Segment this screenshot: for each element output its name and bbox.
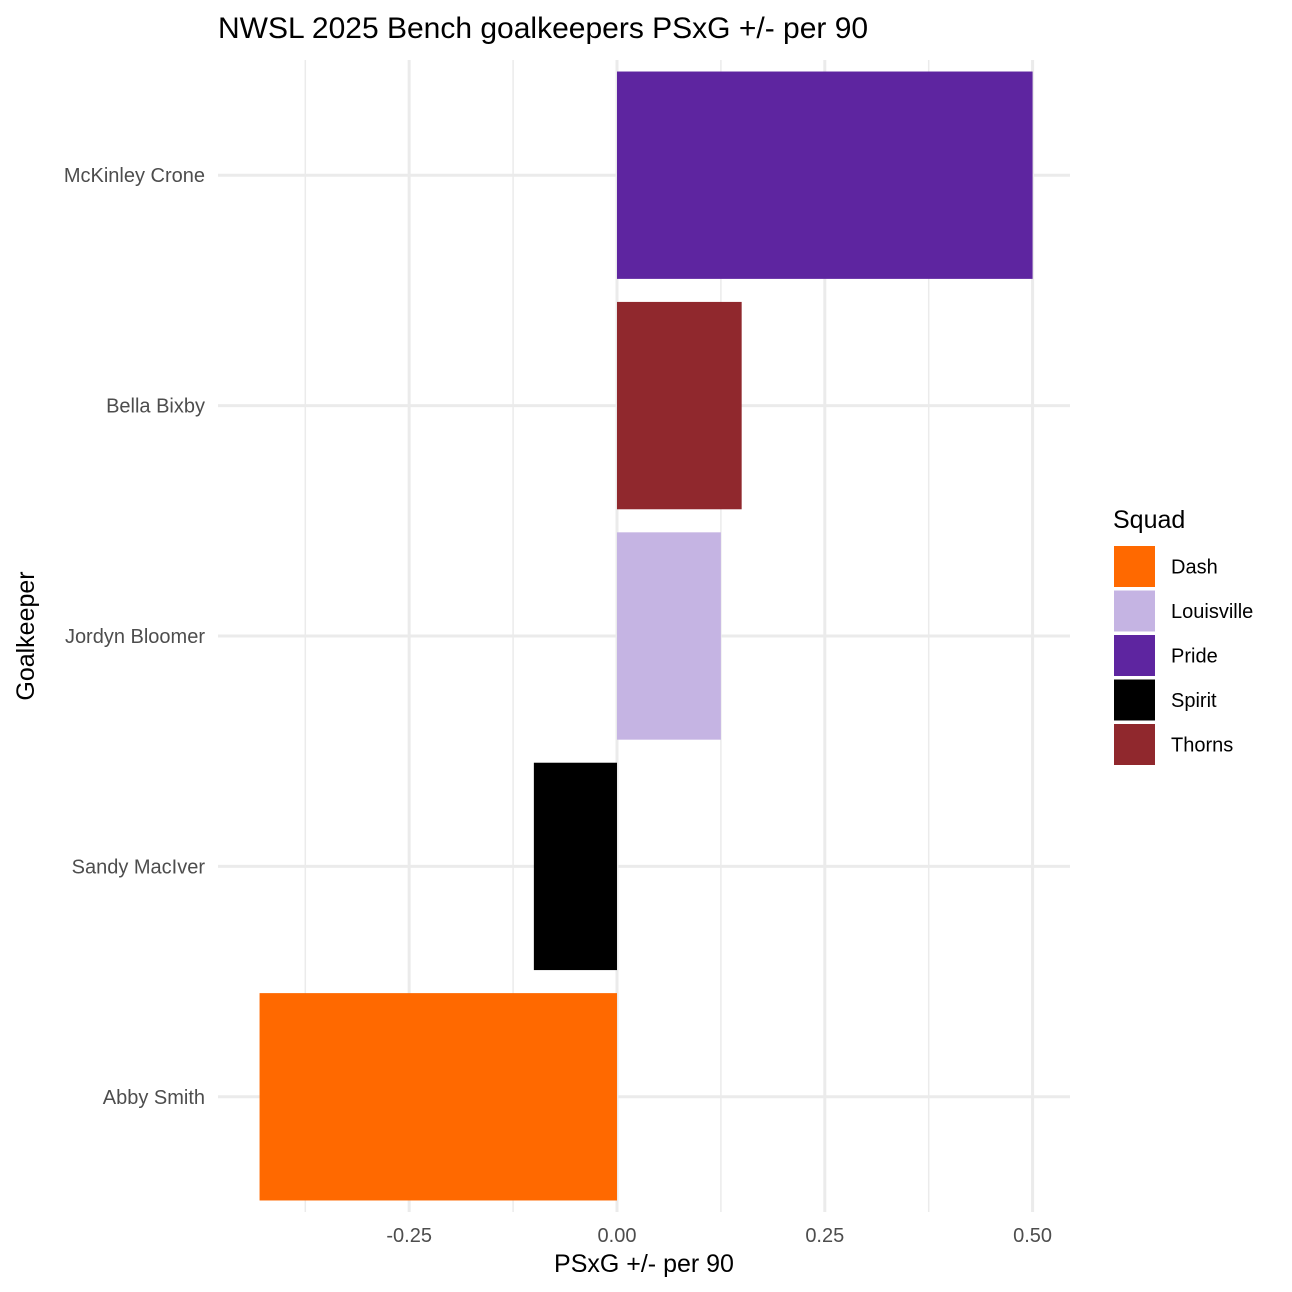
legend-label: Dash <box>1171 557 1218 579</box>
legend-key <box>1114 546 1155 587</box>
legend-label: Spirit <box>1171 690 1217 712</box>
bars <box>259 71 1033 1201</box>
legend-key <box>1114 724 1155 765</box>
legend-key <box>1114 590 1155 632</box>
x-axis-title: PSxG +/- per 90 <box>554 1250 734 1278</box>
y-tick-label: Sandy MacIver <box>72 856 206 878</box>
y-tick-label: Jordyn Bloomer <box>65 626 205 648</box>
bar-abby-smith <box>259 993 617 1201</box>
y-tick-label: McKinley Crone <box>64 165 205 187</box>
legend-label: Pride <box>1171 646 1218 668</box>
x-tick-label: 0.00 <box>598 1225 637 1247</box>
legend-label: Louisville <box>1171 601 1253 623</box>
bar-mckinley-crone <box>616 71 1033 279</box>
x-tick-label: -0.25 <box>386 1225 432 1247</box>
bar-jordyn-bloomer <box>616 532 721 740</box>
legend-key <box>1114 679 1155 721</box>
legend: Squad Dash Louisville Pride Spirit Thorns <box>1113 506 1253 765</box>
legend-label: Thorns <box>1171 735 1233 757</box>
y-axis-ticks: Abby Smith Sandy MacIver Jordyn Bloomer Bel… <box>64 165 206 1109</box>
y-tick-label: Abby Smith <box>103 1087 205 1109</box>
y-axis-title: Goalkeeper <box>12 571 40 700</box>
legend-key <box>1114 635 1155 676</box>
x-tick-label: 0.50 <box>1013 1225 1052 1247</box>
y-tick-label: Bella Bixby <box>106 396 205 418</box>
bar-sandy-maciver <box>533 762 617 971</box>
x-tick-label: 0.25 <box>805 1225 844 1247</box>
bar-bella-bixby <box>616 301 742 510</box>
x-axis-ticks: -0.25 0.00 0.25 0.50 <box>386 1225 1052 1247</box>
legend-entries: Dash Louisville Pride Spirit Thorns <box>1114 546 1253 765</box>
legend-title: Squad <box>1113 506 1185 534</box>
chart-title: NWSL 2025 Bench goalkeepers PSxG +/- per… <box>218 12 868 45</box>
